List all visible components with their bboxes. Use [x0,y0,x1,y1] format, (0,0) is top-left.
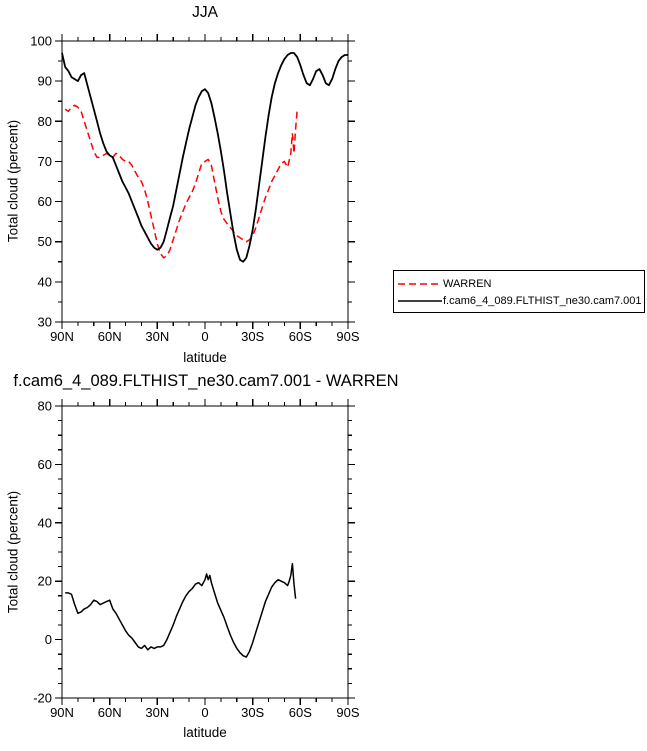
svg-text:90S: 90S [336,329,359,344]
top-plot-svg: 90N 60N 30N 0 30S 60S 90S 30 40 50 60 70 80 90 100 [30,34,360,345]
svg-text:30N: 30N [145,705,169,720]
svg-text:0: 0 [45,632,52,647]
svg-text:30S: 30S [241,705,264,720]
svg-text:70: 70 [38,154,52,169]
svg-text:60: 60 [38,194,52,209]
svg-text:30: 30 [38,315,52,330]
svg-text:90N: 90N [50,329,74,344]
svg-text:80: 80 [38,114,52,129]
legend-label-model: f.cam6_4_089.FLTHIST_ne30.cam7.001 [443,294,641,307]
svg-text:0: 0 [201,705,208,720]
svg-text:100: 100 [30,34,52,49]
model-solid-line-swatch [398,299,442,302]
svg-text:20: 20 [38,574,52,589]
legend-item-model: f.cam6_4_089.FLTHIST_ne30.cam7.001 [397,293,641,308]
svg-text:0: 0 [201,329,208,344]
top-chart-title: JJA [192,4,218,21]
bottom-chart-xlabel: latitude [183,725,227,740]
svg-text:50: 50 [38,234,52,249]
bottom-chart-title: f.cam6_4_089.FLTHIST_ne30.cam7.001 - WAR… [13,372,399,390]
svg-text:60N: 60N [98,705,122,720]
svg-text:40: 40 [38,515,52,530]
top-chart-ylabel: Total cloud (percent) [5,119,21,243]
svg-text:60S: 60S [289,329,312,344]
legend-box: WARREN f.cam6_4_089.FLTHIST_ne30.cam7.00… [393,270,645,313]
svg-text:90S: 90S [336,705,359,720]
svg-text:60S: 60S [289,705,312,720]
svg-text:90: 90 [38,74,52,89]
svg-text:60N: 60N [98,329,122,344]
svg-text:40: 40 [38,274,52,289]
svg-text:-20: -20 [33,691,52,706]
warren-dashed-line-swatch [398,282,442,285]
legend-item-warren: WARREN [397,276,641,291]
svg-text:30S: 30S [241,329,264,344]
svg-text:60: 60 [38,457,52,472]
svg-text:30N: 30N [145,329,169,344]
top-chart-xlabel: latitude [183,350,227,365]
legend-label-warren: WARREN [443,277,492,290]
bottom-chart-ylabel: Total cloud (percent) [5,490,21,614]
bottom-plot-svg: 90N 60N 30N 0 30S 60S 90S -20 0 20 40 60 80 [33,399,360,721]
svg-text:80: 80 [38,399,52,414]
svg-text:90N: 90N [50,705,74,720]
